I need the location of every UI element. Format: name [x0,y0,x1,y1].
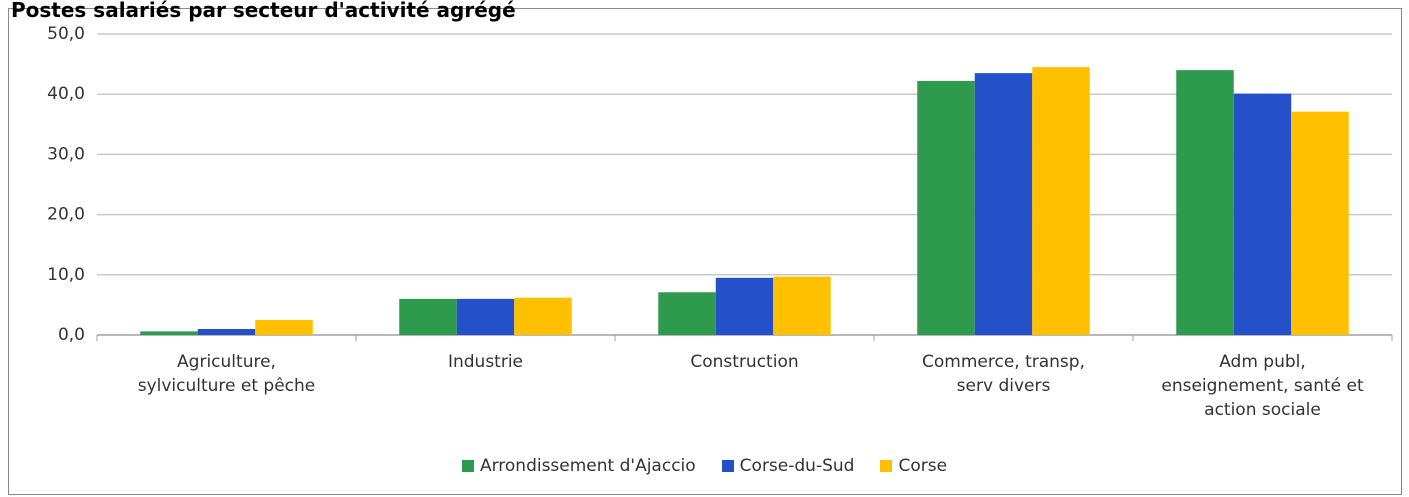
legend-label: Corse [898,456,948,476]
bar [1233,93,1292,336]
legend-swatch [880,460,893,472]
y-tick-label: 30,0 [47,144,85,164]
legend-swatch [721,460,734,472]
x-tick-label: Adm publ, enseignement, santé et action … [1161,352,1364,420]
x-tick-label: Industrie [447,352,524,372]
chart-frame: Postes salariés par secteur d'activité a… [8,0,1402,495]
bar [917,80,975,336]
y-tick-label: 0,0 [58,325,85,345]
bar [1032,67,1090,336]
legend: Arrondissement d'Ajaccio Corse-du-Sud Cors… [0,456,1409,476]
legend-item: Arrondissement d'Ajaccio [461,456,696,476]
bar [658,292,716,335]
x-tick-label: Agriculture, sylviculture et pêche [137,352,316,396]
legend-label: Corse-du-Sud [739,456,855,476]
bar [715,277,774,335]
bar [1176,70,1234,336]
x-tick-label: Commerce, transp, serv divers [922,352,1085,396]
legend-swatch [461,460,474,472]
bar [514,297,572,335]
bar [140,331,198,335]
y-tick-label: 50,0 [47,24,85,44]
bar [255,319,313,335]
y-tick-label: 40,0 [47,84,85,104]
bar [456,298,515,335]
bar [399,298,457,335]
legend-label: Arrondissement d'Ajaccio [479,456,696,476]
y-tick-label: 10,0 [47,265,85,285]
bar [974,73,1033,335]
bar [1291,111,1349,336]
y-tick-label: 20,0 [47,205,85,225]
x-tick-label: Construction [690,352,799,372]
legend-item: Corse [880,456,947,476]
bar [773,276,831,335]
bar [197,328,256,335]
legend-item: Corse-du-Sud [721,456,855,476]
chart-title: Postes salariés par secteur d'activité a… [11,0,516,22]
